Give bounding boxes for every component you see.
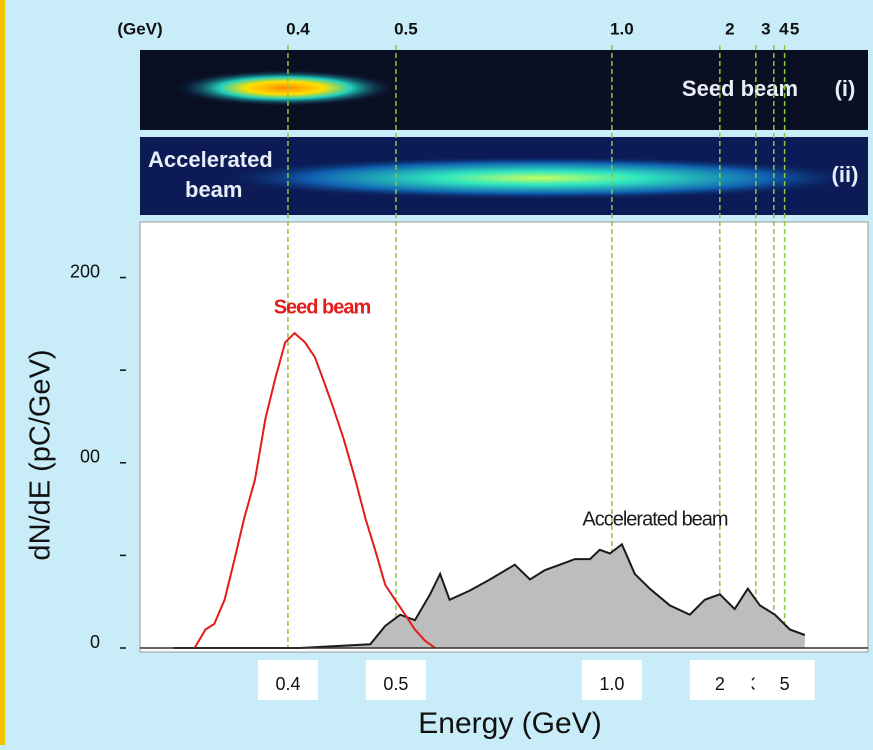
x-tick-label-top: 5 <box>790 19 799 38</box>
line <box>193 331 436 649</box>
tick-label-bg <box>754 660 815 700</box>
tick-label-bg <box>581 660 642 700</box>
seed-beam-spot <box>175 70 395 106</box>
x-tick-label-top: 3 <box>761 19 770 38</box>
y-axis-title: dN/dE (pC/GeV) <box>25 349 57 560</box>
annotation: Accelerated beam <box>582 508 728 530</box>
y-tick-label: 00 <box>80 447 100 467</box>
x-unit-label: (GeV) <box>117 19 162 38</box>
area <box>173 544 805 648</box>
image-label: Seed beam <box>682 76 798 101</box>
left-border <box>0 0 5 745</box>
x-tick-label: 0.5 <box>383 674 408 694</box>
accelerated-beam-spot <box>210 156 870 200</box>
x-tick-label: 0.4 <box>275 674 300 694</box>
x-tick-label-top: 2 <box>725 19 734 38</box>
image-tag: (ii) <box>832 162 859 187</box>
x-tick-label-top: 0.5 <box>394 19 418 38</box>
x-tick-label-top: 4 <box>779 19 789 38</box>
x-tick-label-top: 1.0 <box>610 19 634 38</box>
x-tick-label: 2 <box>715 674 725 694</box>
image-label: beam <box>185 177 242 202</box>
image-label: Accelerated <box>148 147 273 172</box>
line <box>173 542 806 649</box>
y-tick-label: 0 <box>90 632 100 652</box>
x-tick-label-top: 0.4 <box>286 19 310 38</box>
x-axis-title: Energy (GeV) <box>418 707 601 740</box>
tick-label-bg <box>257 660 318 700</box>
image-tag: (i) <box>835 76 856 101</box>
tick-label-bg <box>365 660 426 700</box>
x-tick-label: 1.0 <box>599 674 624 694</box>
y-tick-label: 200 <box>70 261 100 281</box>
x-tick-label: 5 <box>780 674 790 694</box>
annotation: Seed beam <box>274 296 371 318</box>
